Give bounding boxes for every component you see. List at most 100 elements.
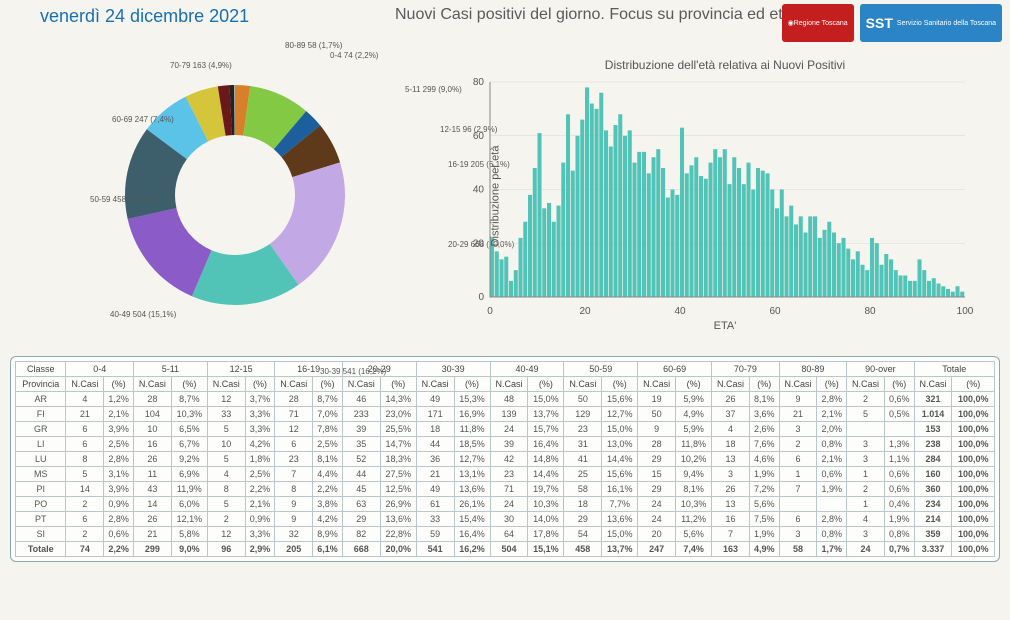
cell: 5 — [207, 497, 245, 512]
cell: 3 — [712, 467, 750, 482]
row-label: AR — [16, 392, 66, 407]
cell: 8,1% — [676, 482, 712, 497]
cell: 36 — [416, 452, 454, 467]
age-bar — [618, 114, 622, 297]
svg-text:0: 0 — [478, 292, 484, 303]
cell: 11,8% — [676, 437, 712, 452]
age-bar — [837, 243, 841, 297]
cell: 3 — [847, 527, 885, 542]
svg-text:40: 40 — [674, 306, 686, 317]
cell: 15,6% — [602, 467, 638, 482]
donut-slice-label: 50-59 458 (13,7%) — [90, 195, 156, 204]
age-bar — [495, 251, 499, 297]
cell: 13,1% — [454, 467, 490, 482]
age-bar — [652, 157, 656, 297]
age-bar — [785, 216, 789, 297]
age-bar — [789, 206, 793, 297]
donut-slice-label: 0-4 74 (2,2%) — [330, 51, 378, 60]
cell: 32 — [275, 527, 313, 542]
col-subheader: (%) — [454, 377, 490, 392]
cell: 2,2% — [104, 542, 134, 557]
cell: 2,1% — [104, 407, 134, 422]
age-bar — [956, 286, 960, 297]
cell: 0,6% — [817, 467, 847, 482]
col-subheader: (%) — [602, 377, 638, 392]
age-bar — [547, 203, 551, 297]
age-bar — [552, 222, 556, 297]
cell: 7,8% — [313, 422, 343, 437]
row-label: PO — [16, 497, 66, 512]
cell: 12 — [207, 527, 245, 542]
age-bar — [951, 292, 955, 297]
age-bar — [523, 222, 527, 297]
cell: 8,1% — [313, 452, 343, 467]
age-bar — [718, 157, 722, 297]
age-bar — [823, 230, 827, 297]
cell: 16 — [712, 512, 750, 527]
svg-text:100: 100 — [957, 306, 974, 317]
svg-text:0: 0 — [487, 306, 493, 317]
cell: 3,7% — [245, 392, 275, 407]
col-header: 50-59 — [564, 362, 638, 377]
cell: 5 — [66, 467, 104, 482]
cell: 13 — [712, 452, 750, 467]
age-bar — [713, 149, 717, 297]
age-bar — [770, 190, 774, 298]
cell: 2,1% — [245, 497, 275, 512]
row-label: PI — [16, 482, 66, 497]
age-bar — [504, 257, 508, 297]
data-table: Classe0-45-1112-1516-1920-2930-3940-4950… — [15, 361, 995, 557]
cell: 4 — [207, 467, 245, 482]
age-bar — [932, 278, 936, 297]
col-subheader: N.Casi — [490, 377, 528, 392]
cell: 9,4% — [676, 467, 712, 482]
cell: 6,5% — [171, 422, 207, 437]
cell: 8 — [207, 482, 245, 497]
cell: 2 — [847, 482, 885, 497]
cell: 13,6% — [454, 482, 490, 497]
cell: 18 — [712, 437, 750, 452]
cell: 458 — [564, 542, 602, 557]
cell: 49 — [416, 392, 454, 407]
age-bar — [680, 128, 684, 297]
age-bar — [585, 87, 589, 297]
cell: 29 — [564, 512, 602, 527]
cell: 6,0% — [171, 497, 207, 512]
cell: 16,4% — [528, 437, 564, 452]
row-label: FI — [16, 407, 66, 422]
age-bar — [704, 179, 708, 297]
svg-text:40: 40 — [473, 185, 485, 196]
age-bar — [519, 238, 523, 297]
age-bar — [623, 136, 627, 297]
cell: 18 — [564, 497, 602, 512]
cell: 0,6% — [104, 527, 134, 542]
age-bar — [671, 190, 675, 298]
age-bar — [614, 125, 618, 297]
col-subheader: (%) — [528, 377, 564, 392]
cell: 0,8% — [884, 527, 914, 542]
age-bar — [884, 254, 888, 297]
cell: 17,8% — [528, 527, 564, 542]
col-header: 70-79 — [712, 362, 780, 377]
page-title: Nuovi Casi positivi del giorno. Focus su… — [395, 6, 792, 24]
cell: 16,1% — [602, 482, 638, 497]
cell: 139 — [490, 407, 528, 422]
cell: 2,8% — [817, 512, 847, 527]
bar-svg: 020406080020406080100 — [450, 72, 980, 322]
age-bar — [960, 292, 964, 297]
total-cell: 321 — [914, 392, 952, 407]
cell: 13 — [712, 497, 750, 512]
donut-slice-label: 80-89 58 (1,7%) — [285, 41, 342, 50]
col-header: 60-69 — [638, 362, 712, 377]
cell: 9 — [275, 512, 313, 527]
cell: 9 — [638, 422, 676, 437]
age-bar — [818, 238, 822, 297]
age-bar — [780, 190, 784, 298]
cell: 4 — [712, 422, 750, 437]
cell: 30 — [490, 512, 528, 527]
cell: 61 — [416, 497, 454, 512]
age-bar — [799, 216, 803, 297]
report-date: venerdì 24 dicembre 2021 — [40, 6, 249, 27]
cell: 45 — [342, 482, 380, 497]
cell: 29 — [638, 452, 676, 467]
